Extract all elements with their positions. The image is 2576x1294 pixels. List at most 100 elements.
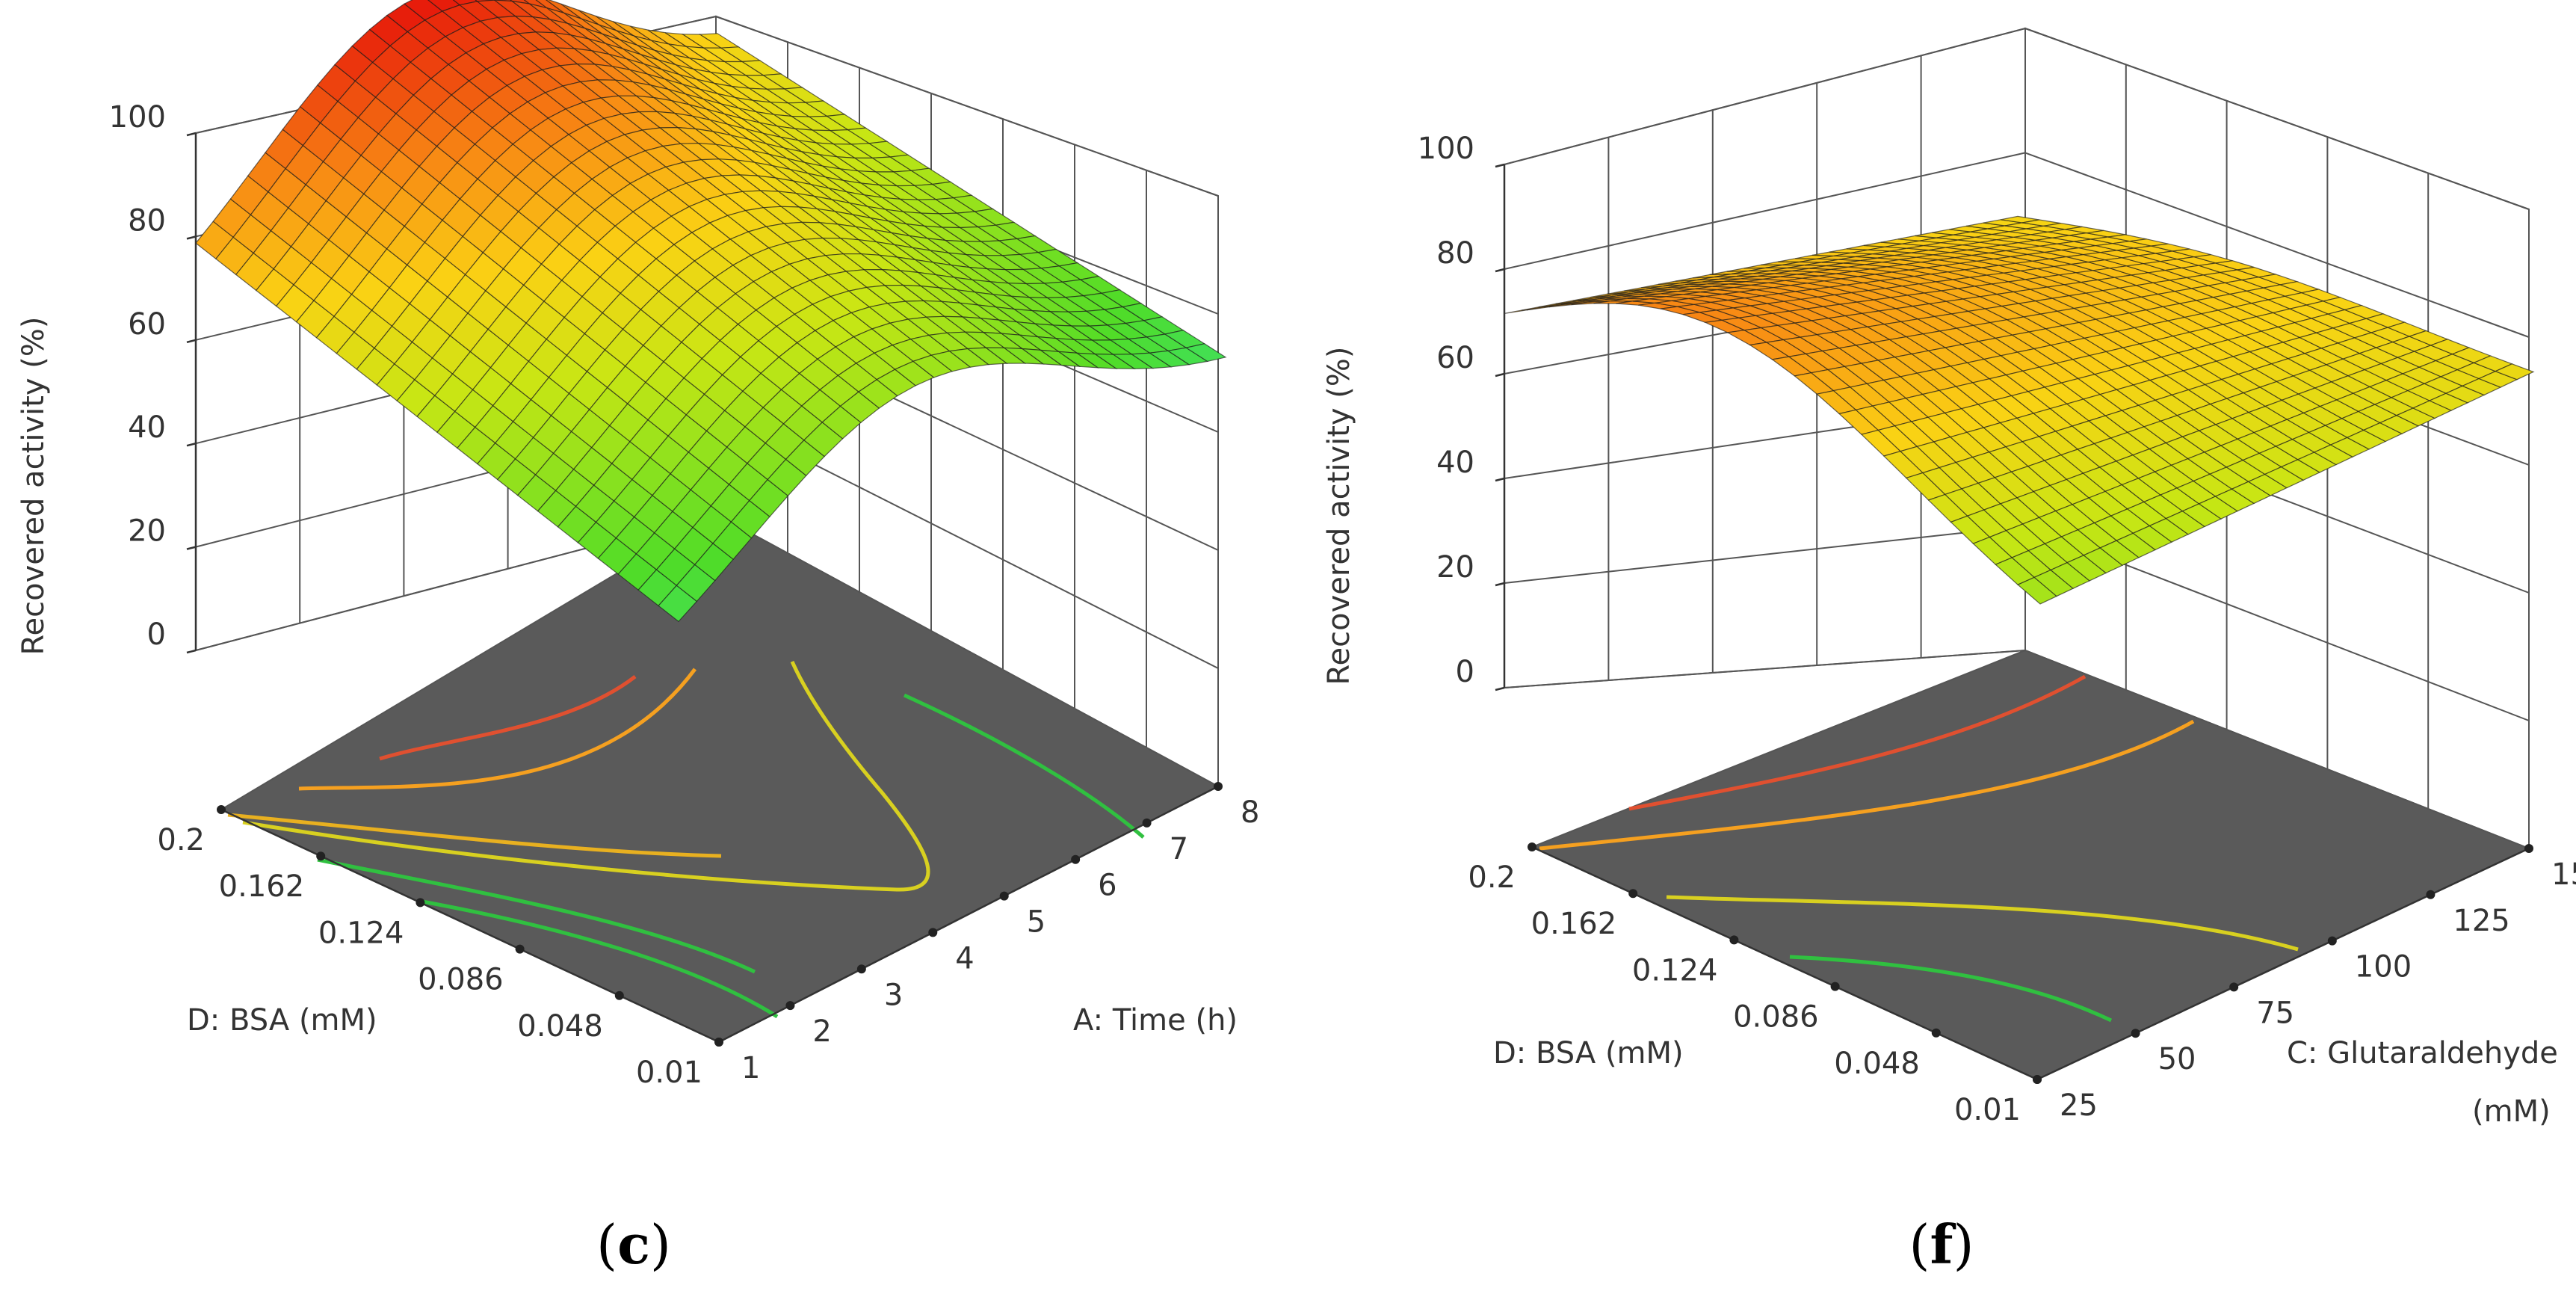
panel-f-x-label: C: Glutaraldehyde xyxy=(2287,1036,2558,1070)
panel-c-x-tick-mark xyxy=(714,1038,723,1047)
panel-f-x-tick-mark xyxy=(2131,1029,2140,1038)
panel-c-x-tick-mark xyxy=(1071,854,1081,864)
panel-f-contour-green xyxy=(1789,955,2113,1023)
panel-f-caption: (f) xyxy=(1909,1213,1974,1276)
panel-c-x-tick-mark xyxy=(1214,782,1223,791)
panel-f-y-tick-label: 0.01 xyxy=(1954,1093,2021,1127)
panel-f-x-tick-label: 50 xyxy=(2158,1042,2196,1076)
panel-c-y-axis-line xyxy=(220,808,720,1044)
panel-c-z-tick-mark xyxy=(186,235,197,240)
panel-f-x-tick-label: 100 xyxy=(2355,950,2412,985)
panel-f-z-tick-mark xyxy=(1495,582,1505,587)
panel-f-x-tick-mark xyxy=(2229,982,2239,992)
panel-f-x-tick-label: 15 xyxy=(2551,857,2576,892)
panel-c-y-tick-label: 0.048 xyxy=(517,1009,603,1044)
panel-f-y-tick-mark xyxy=(1729,935,1739,945)
panel-c-ticks: 0 20 40 60 80 100 0.01 0.048 0.086 0.124 0.162 0.2 1… xyxy=(109,100,1260,1090)
panel-f-y-tick-mark xyxy=(1830,982,1840,991)
panel-c-x-tick-label: 8 xyxy=(1241,795,1259,830)
panel-c-chart: 0 20 40 60 80 100 0.01 0.048 0.086 0.124 0.162 0.2 1… xyxy=(16,0,1259,1276)
panel-c-surface xyxy=(195,0,1227,623)
panel-c-z-tick-mark xyxy=(186,442,197,447)
panel-c-y-tick-mark xyxy=(515,944,525,954)
panel-c-y-tick-label: 0.086 xyxy=(418,963,504,997)
panel-f-wall-hline xyxy=(2024,152,2530,338)
panel-c-z-tick-label: 20 xyxy=(128,514,166,549)
panel-c-z-tick-label: 100 xyxy=(109,100,166,135)
panel-c-x-tick-label: 1 xyxy=(741,1051,760,1085)
panel-f-y-axis-line xyxy=(1531,845,2038,1081)
panel-c-x-label: A: Time (h) xyxy=(1073,1003,1238,1038)
panel-f-z-tick-label: 60 xyxy=(1436,341,1474,375)
panel-f-z-tick-label: 20 xyxy=(1436,550,1474,585)
panel-c-wall-hline xyxy=(715,16,1219,197)
panel-f-wall-hline xyxy=(1504,152,2026,270)
panel-c-x-tick-label: 6 xyxy=(1098,869,1116,903)
panel-f-y-tick-mark xyxy=(1528,842,1536,851)
panel-c-z-tick-label: 60 xyxy=(128,307,166,342)
panel-f-y-tick-label: 0.2 xyxy=(1468,860,1516,895)
panel-f-x-tick-label: 25 xyxy=(2060,1088,2098,1123)
panel-c-z-tick-mark xyxy=(186,339,197,344)
panel-c-z-tick-mark xyxy=(186,649,197,654)
panel-c-y-tick-label: 0.162 xyxy=(219,869,305,904)
panel-f-x-tick-mark xyxy=(2524,844,2533,853)
panel-c-x-tick-label: 4 xyxy=(955,941,974,976)
panel-f-wall-hline xyxy=(1504,525,2026,584)
panel-c-contour-green-low xyxy=(418,899,779,1019)
panel-f-contour-yellow xyxy=(1666,895,2299,952)
panel-c-y-tick-label: 0.2 xyxy=(157,823,205,857)
panel-c-x-tick-mark xyxy=(785,1001,795,1011)
panel-c-y-tick-label: 0.01 xyxy=(636,1056,702,1090)
panel-f-z-tick-label: 40 xyxy=(1436,446,1474,480)
panel-c-x-tick-mark xyxy=(928,928,938,937)
panel-f-surface-cell xyxy=(2494,363,2535,381)
panel-f-y-tick-label: 0.124 xyxy=(1632,953,1718,988)
panel-f-z-tick-mark xyxy=(1495,268,1505,273)
panel-c-y-tick-label: 0.124 xyxy=(318,916,404,950)
panel-f-z-label: Recovered activity (%) xyxy=(1322,346,1356,685)
panel-f-chart: 0 20 40 60 80 100 0.01 0.048 0.086 0.124 0.162 0.2 2… xyxy=(1322,27,2576,1276)
panel-c-z-label: Recovered activity (%) xyxy=(16,316,51,655)
panel-f-x-label-unit: (mM) xyxy=(2472,1094,2551,1129)
panel-c-contour-orange-top xyxy=(298,668,697,791)
panel-f-z-tick-mark xyxy=(1495,686,1505,691)
panel-c-y-tick-mark xyxy=(614,990,624,1000)
panel-f-contour-orange xyxy=(1539,719,2195,851)
panel-f-surface xyxy=(1504,215,2535,605)
panel-f-x-tick-mark xyxy=(2327,936,2337,946)
panel-c-x-tick-mark xyxy=(856,964,866,974)
panel-f-y-tick-mark xyxy=(1931,1028,1941,1038)
panel-c-x-tick-mark xyxy=(1142,818,1152,828)
panel-f-z-tick-mark xyxy=(1495,477,1505,482)
panel-f-z-tick-label: 80 xyxy=(1436,236,1474,271)
panel-f-x-tick-label: 125 xyxy=(2453,904,2509,938)
panel-c-y-tick-mark xyxy=(316,851,326,861)
panel-f-y-tick-mark xyxy=(1628,889,1638,899)
panel-f-x-tick-mark xyxy=(2426,890,2436,899)
panel-f-ticks: 0 20 40 60 80 100 0.01 0.048 0.086 0.124 0.162 0.2 2… xyxy=(1418,132,2576,1127)
panel-c-z-tick-label: 40 xyxy=(128,410,166,445)
panel-f-z-tick-mark xyxy=(1495,372,1505,378)
panel-c-x-tick-label: 2 xyxy=(812,1014,831,1049)
panel-c-y-tick-mark xyxy=(217,805,226,814)
panel-f-wall-hline xyxy=(1504,28,2026,165)
panel-f-y-label: D: BSA (mM) xyxy=(1493,1036,1684,1070)
panel-f-floor xyxy=(1530,649,2531,1081)
panel-f-x-axis-line xyxy=(2036,847,2530,1081)
panel-c-contour-yellow-loop xyxy=(242,660,930,892)
panel-f-z-tick-mark xyxy=(1495,163,1505,168)
panel-c-contour-green-right xyxy=(903,693,1145,839)
panel-c-x-axis-line xyxy=(718,785,1219,1044)
panel-f-y-tick-label: 0.048 xyxy=(1834,1047,1920,1081)
panel-f-contours xyxy=(1539,674,2299,1023)
panel-c-contour-red xyxy=(379,675,637,761)
panel-c-x-tick-label: 5 xyxy=(1027,905,1045,940)
panel-c-y-tick-mark xyxy=(416,898,425,908)
panel-c-contour-orange-left xyxy=(227,813,722,858)
panel-c-x-tick-mark xyxy=(999,891,1009,901)
panel-f-z-tick-label: 100 xyxy=(1418,132,1474,166)
panel-c-caption: (c) xyxy=(596,1213,671,1276)
panel-c-contours xyxy=(227,660,1145,1019)
